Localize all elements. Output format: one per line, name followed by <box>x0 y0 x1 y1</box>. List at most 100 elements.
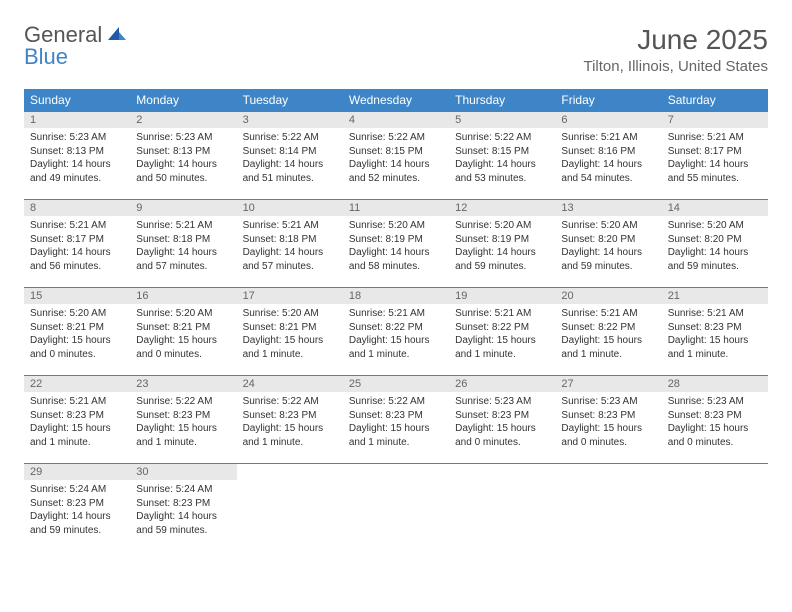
calendar-cell: 17Sunrise: 5:20 AMSunset: 8:21 PMDayligh… <box>237 288 343 376</box>
sunset-text: Sunset: 8:23 PM <box>136 497 230 511</box>
sunset-text: Sunset: 8:20 PM <box>561 233 655 247</box>
calendar-cell: 22Sunrise: 5:21 AMSunset: 8:23 PMDayligh… <box>24 376 130 464</box>
calendar-cell <box>662 464 768 552</box>
calendar-cell: 4Sunrise: 5:22 AMSunset: 8:15 PMDaylight… <box>343 112 449 200</box>
calendar-cell: 30Sunrise: 5:24 AMSunset: 8:23 PMDayligh… <box>130 464 236 552</box>
daylight-text-1: Daylight: 14 hours <box>668 158 762 172</box>
day-details: Sunrise: 5:20 AMSunset: 8:19 PMDaylight:… <box>449 216 555 277</box>
day-number: 12 <box>449 200 555 216</box>
daylight-text-2: and 58 minutes. <box>349 260 443 274</box>
sunrise-text: Sunrise: 5:21 AM <box>30 395 124 409</box>
daylight-text-2: and 53 minutes. <box>455 172 549 186</box>
day-details: Sunrise: 5:21 AMSunset: 8:23 PMDaylight:… <box>662 304 768 365</box>
weekday-header: Wednesday <box>343 89 449 112</box>
sunset-text: Sunset: 8:21 PM <box>136 321 230 335</box>
sunset-text: Sunset: 8:23 PM <box>668 409 762 423</box>
day-number: 5 <box>449 112 555 128</box>
daylight-text-1: Daylight: 15 hours <box>243 422 337 436</box>
daylight-text-2: and 51 minutes. <box>243 172 337 186</box>
calendar-cell <box>555 464 661 552</box>
sunrise-text: Sunrise: 5:21 AM <box>349 307 443 321</box>
sunrise-text: Sunrise: 5:23 AM <box>668 395 762 409</box>
sunrise-text: Sunrise: 5:24 AM <box>30 483 124 497</box>
weekday-header: Saturday <box>662 89 768 112</box>
calendar-cell: 28Sunrise: 5:23 AMSunset: 8:23 PMDayligh… <box>662 376 768 464</box>
day-number: 4 <box>343 112 449 128</box>
daylight-text-2: and 56 minutes. <box>30 260 124 274</box>
daylight-text-2: and 1 minute. <box>243 348 337 362</box>
sunrise-text: Sunrise: 5:20 AM <box>30 307 124 321</box>
day-details: Sunrise: 5:23 AMSunset: 8:13 PMDaylight:… <box>130 128 236 189</box>
sunset-text: Sunset: 8:22 PM <box>349 321 443 335</box>
sunset-text: Sunset: 8:15 PM <box>455 145 549 159</box>
day-details: Sunrise: 5:20 AMSunset: 8:21 PMDaylight:… <box>24 304 130 365</box>
day-number: 16 <box>130 288 236 304</box>
calendar-cell: 8Sunrise: 5:21 AMSunset: 8:17 PMDaylight… <box>24 200 130 288</box>
sunrise-text: Sunrise: 5:23 AM <box>30 131 124 145</box>
daylight-text-2: and 1 minute. <box>136 436 230 450</box>
sunset-text: Sunset: 8:21 PM <box>30 321 124 335</box>
sunrise-text: Sunrise: 5:22 AM <box>136 395 230 409</box>
sunset-text: Sunset: 8:17 PM <box>30 233 124 247</box>
sunrise-text: Sunrise: 5:21 AM <box>668 131 762 145</box>
day-details: Sunrise: 5:23 AMSunset: 8:23 PMDaylight:… <box>555 392 661 453</box>
day-details: Sunrise: 5:21 AMSunset: 8:18 PMDaylight:… <box>130 216 236 277</box>
daylight-text-1: Daylight: 14 hours <box>561 246 655 260</box>
daylight-text-2: and 49 minutes. <box>30 172 124 186</box>
day-number: 3 <box>237 112 343 128</box>
day-details: Sunrise: 5:20 AMSunset: 8:19 PMDaylight:… <box>343 216 449 277</box>
calendar-cell: 18Sunrise: 5:21 AMSunset: 8:22 PMDayligh… <box>343 288 449 376</box>
daylight-text-2: and 57 minutes. <box>243 260 337 274</box>
daylight-text-2: and 1 minute. <box>561 348 655 362</box>
daylight-text-2: and 59 minutes. <box>136 524 230 538</box>
calendar-row: 1Sunrise: 5:23 AMSunset: 8:13 PMDaylight… <box>24 112 768 200</box>
calendar-row: 8Sunrise: 5:21 AMSunset: 8:17 PMDaylight… <box>24 200 768 288</box>
day-details: Sunrise: 5:22 AMSunset: 8:15 PMDaylight:… <box>343 128 449 189</box>
day-details: Sunrise: 5:22 AMSunset: 8:14 PMDaylight:… <box>237 128 343 189</box>
sunset-text: Sunset: 8:23 PM <box>30 497 124 511</box>
page-title: June 2025 <box>583 24 768 56</box>
day-details: Sunrise: 5:20 AMSunset: 8:21 PMDaylight:… <box>237 304 343 365</box>
sunrise-text: Sunrise: 5:22 AM <box>243 395 337 409</box>
daylight-text-1: Daylight: 15 hours <box>30 422 124 436</box>
sunset-text: Sunset: 8:23 PM <box>30 409 124 423</box>
day-details: Sunrise: 5:23 AMSunset: 8:23 PMDaylight:… <box>449 392 555 453</box>
sunset-text: Sunset: 8:23 PM <box>349 409 443 423</box>
calendar-cell: 27Sunrise: 5:23 AMSunset: 8:23 PMDayligh… <box>555 376 661 464</box>
daylight-text-2: and 0 minutes. <box>30 348 124 362</box>
calendar-cell: 13Sunrise: 5:20 AMSunset: 8:20 PMDayligh… <box>555 200 661 288</box>
calendar-cell: 14Sunrise: 5:20 AMSunset: 8:20 PMDayligh… <box>662 200 768 288</box>
day-number: 7 <box>662 112 768 128</box>
sunrise-text: Sunrise: 5:21 AM <box>30 219 124 233</box>
daylight-text-2: and 57 minutes. <box>136 260 230 274</box>
daylight-text-1: Daylight: 14 hours <box>30 158 124 172</box>
sunset-text: Sunset: 8:21 PM <box>243 321 337 335</box>
daylight-text-2: and 1 minute. <box>349 348 443 362</box>
daylight-text-1: Daylight: 14 hours <box>30 510 124 524</box>
day-number: 11 <box>343 200 449 216</box>
calendar-cell: 24Sunrise: 5:22 AMSunset: 8:23 PMDayligh… <box>237 376 343 464</box>
calendar-cell: 6Sunrise: 5:21 AMSunset: 8:16 PMDaylight… <box>555 112 661 200</box>
sunrise-text: Sunrise: 5:21 AM <box>561 131 655 145</box>
daylight-text-1: Daylight: 15 hours <box>243 334 337 348</box>
calendar-cell: 5Sunrise: 5:22 AMSunset: 8:15 PMDaylight… <box>449 112 555 200</box>
weekday-header: Sunday <box>24 89 130 112</box>
daylight-text-2: and 59 minutes. <box>455 260 549 274</box>
daylight-text-1: Daylight: 15 hours <box>349 334 443 348</box>
sunrise-text: Sunrise: 5:23 AM <box>455 395 549 409</box>
sunrise-text: Sunrise: 5:21 AM <box>561 307 655 321</box>
sunset-text: Sunset: 8:15 PM <box>349 145 443 159</box>
location-text: Tilton, Illinois, United States <box>583 58 768 75</box>
sunset-text: Sunset: 8:17 PM <box>668 145 762 159</box>
header: GeneralBlue June 2025 Tilton, Illinois, … <box>24 24 768 75</box>
daylight-text-2: and 1 minute. <box>243 436 337 450</box>
day-details: Sunrise: 5:21 AMSunset: 8:17 PMDaylight:… <box>662 128 768 189</box>
daylight-text-2: and 50 minutes. <box>136 172 230 186</box>
sunrise-text: Sunrise: 5:22 AM <box>349 131 443 145</box>
sunset-text: Sunset: 8:23 PM <box>561 409 655 423</box>
day-number: 1 <box>24 112 130 128</box>
day-details: Sunrise: 5:24 AMSunset: 8:23 PMDaylight:… <box>130 480 236 541</box>
sunset-text: Sunset: 8:20 PM <box>668 233 762 247</box>
sunrise-text: Sunrise: 5:20 AM <box>455 219 549 233</box>
day-details: Sunrise: 5:21 AMSunset: 8:22 PMDaylight:… <box>343 304 449 365</box>
